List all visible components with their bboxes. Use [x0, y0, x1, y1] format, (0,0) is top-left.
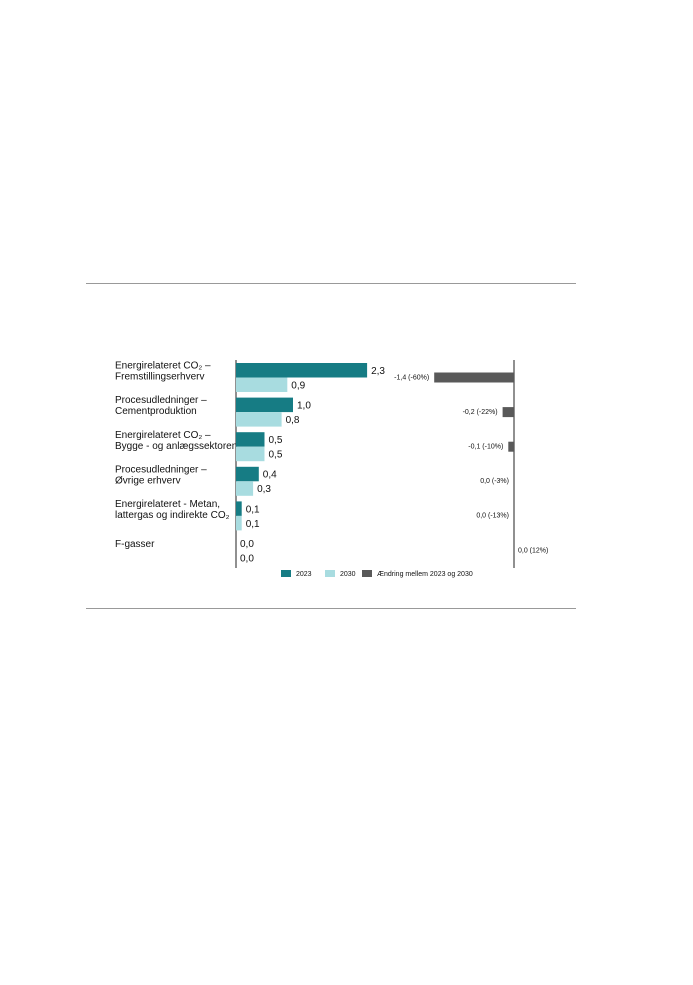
legend-swatch	[281, 570, 291, 577]
change-label: -0,2 (-22%)	[463, 409, 498, 416]
bar	[236, 377, 288, 392]
change-bar	[502, 407, 514, 418]
bar	[236, 397, 293, 413]
value-label: 0,8	[286, 415, 300, 426]
category-label: Procesudledninger –	[115, 464, 207, 475]
bar	[236, 432, 265, 447]
change-label: 0,0 (12%)	[518, 547, 548, 554]
bar	[236, 466, 259, 482]
change-bar	[508, 441, 514, 452]
value-label: 2,3	[371, 366, 385, 377]
value-label: 1,0	[297, 400, 311, 411]
value-label: 0,0	[240, 539, 254, 550]
change-label: 0,0 (-3%)	[480, 478, 509, 485]
value-label: 0,1	[246, 519, 260, 530]
change-bar	[434, 372, 514, 383]
category-label: Fremstillingserhverv	[115, 372, 204, 383]
bar	[236, 412, 282, 427]
category-label: Bygge - og anlægssektoren	[115, 441, 237, 452]
legend-label: Ændring mellem 2023 og 2030	[377, 571, 473, 578]
change-label: 0,0 (-13%)	[476, 513, 509, 520]
bar	[236, 481, 254, 496]
legend-swatch	[362, 570, 372, 577]
bar	[236, 446, 265, 462]
category-label: Cementproduktion	[115, 406, 197, 417]
category-label: Energirelateret CO₂ –	[115, 361, 211, 372]
change-label: -0,1 (-10%)	[468, 444, 503, 451]
category-label: Energirelateret - Metan,	[115, 499, 220, 510]
category-label: lattergas og indirekte CO₂	[115, 510, 230, 521]
category-label: Øvrige erhverv	[115, 475, 181, 486]
value-label: 0,0	[240, 553, 254, 564]
bar	[236, 515, 242, 531]
value-label: 0,4	[263, 470, 277, 481]
value-label: 0,5	[269, 450, 283, 461]
value-label: 0,3	[257, 484, 271, 495]
category-label: F-gasser	[115, 539, 155, 550]
value-label: 0,9	[291, 380, 305, 391]
value-label: 0,1	[246, 504, 260, 515]
category-label: Energirelateret CO₂ –	[115, 430, 211, 441]
legend-label: 2023	[296, 571, 312, 578]
change-label: -1,4 (-60%)	[394, 374, 429, 381]
bar	[236, 363, 368, 378]
value-label: 0,5	[269, 435, 283, 446]
category-label: Procesudledninger –	[115, 395, 207, 406]
bar	[236, 501, 242, 516]
legend-label: 2030	[340, 571, 356, 578]
legend-swatch	[325, 570, 335, 577]
